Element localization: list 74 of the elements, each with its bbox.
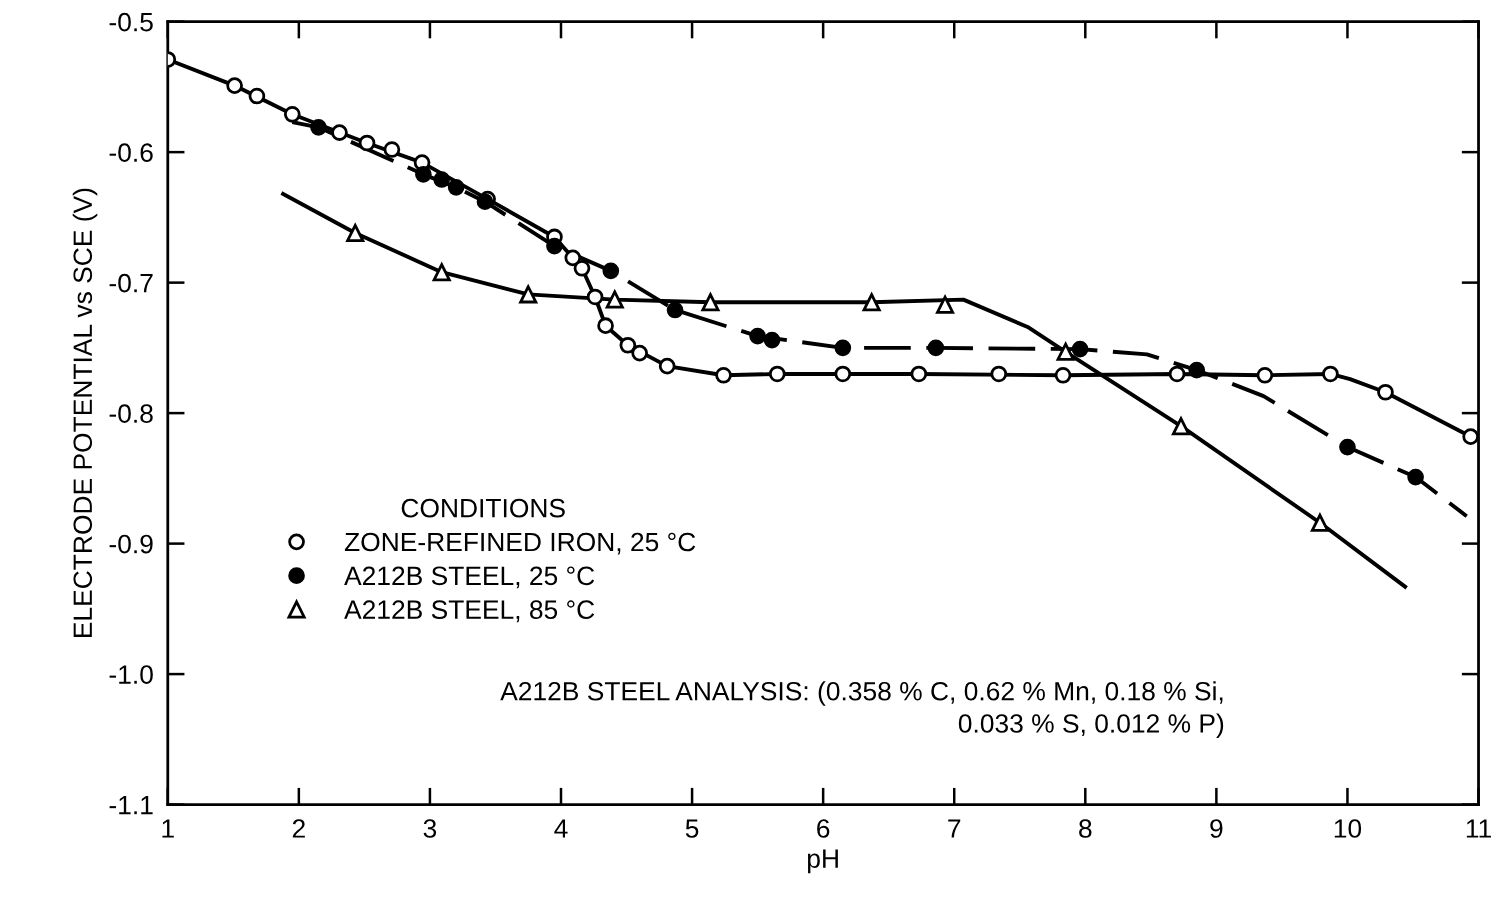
y-tick-label: -0.8	[109, 404, 153, 423]
point	[666, 301, 684, 319]
point	[432, 263, 451, 282]
x-axis-title: pH	[807, 849, 838, 874]
point	[619, 336, 637, 354]
point	[927, 339, 945, 357]
point	[597, 317, 614, 335]
x-tick-label: 11	[1466, 819, 1491, 838]
annotation: A212B STEEL ANALYSIS: (0.358 % C, 0.62 % Mn, 0.18 % Si, 0.033 % S, 0.012 % P)	[500, 681, 1224, 739]
x-tick-label: 5	[685, 819, 699, 838]
point	[1071, 340, 1089, 358]
point	[658, 357, 676, 375]
point	[1407, 468, 1424, 486]
x-tick-label: 6	[817, 819, 830, 838]
x-tick-label: 2	[292, 819, 305, 838]
point	[701, 293, 720, 312]
point	[1056, 342, 1075, 361]
y-tick-label: -0.5	[109, 12, 153, 32]
point	[763, 331, 781, 349]
point	[546, 237, 563, 255]
point	[226, 77, 243, 94]
point	[1168, 365, 1186, 383]
point	[862, 293, 881, 312]
point	[1188, 361, 1206, 379]
x-tick-label: 8	[1079, 819, 1092, 838]
point	[447, 179, 465, 196]
x-tick-label: 7	[948, 819, 961, 838]
point	[310, 119, 327, 136]
point	[715, 366, 732, 384]
y-tick-label: -0.7	[109, 273, 153, 293]
x-tick-label: 9	[1210, 819, 1223, 838]
legend-title: CONDITIONS	[401, 498, 565, 518]
legend-label: ZONE-REFINED IRON, 25 °C	[344, 532, 696, 555]
point	[1462, 428, 1479, 445]
point	[1339, 438, 1356, 456]
point	[1256, 366, 1274, 384]
legend-label: A212B STEEL, 85 °C	[344, 600, 595, 623]
point	[1377, 383, 1394, 401]
point	[834, 365, 852, 383]
point	[1322, 365, 1339, 383]
y-tick-label: -1.1	[109, 795, 153, 815]
x-tick-label: 4	[554, 819, 568, 838]
point	[768, 365, 786, 383]
y-axis-title: ELECTRODE POTENTIAL vs SCE (V)	[72, 188, 98, 637]
point	[433, 171, 451, 188]
point	[834, 339, 852, 357]
point	[358, 134, 376, 152]
legend-label: A212B STEEL, 25 °C	[344, 566, 595, 589]
point	[415, 165, 432, 183]
x-tick-label: 10	[1334, 819, 1362, 838]
point	[605, 288, 625, 309]
y-tick-label: -0.6	[109, 143, 153, 162]
point	[564, 249, 582, 267]
point	[248, 87, 266, 105]
point	[631, 344, 648, 362]
point	[1171, 417, 1191, 436]
point	[910, 365, 928, 383]
y-tick-label: -0.9	[109, 534, 153, 554]
point	[936, 295, 955, 314]
point	[749, 327, 766, 345]
point	[383, 141, 401, 158]
point	[331, 124, 348, 141]
point	[573, 259, 591, 277]
point	[602, 262, 620, 280]
point	[519, 285, 538, 304]
point	[990, 365, 1008, 383]
point	[346, 224, 365, 243]
point	[1054, 366, 1072, 384]
y-tick-label: -1.0	[109, 665, 153, 684]
point	[1310, 513, 1329, 532]
point	[283, 105, 301, 123]
point	[586, 288, 604, 306]
x-tick-label: 1	[162, 819, 174, 838]
x-tick-label: 3	[423, 819, 437, 838]
